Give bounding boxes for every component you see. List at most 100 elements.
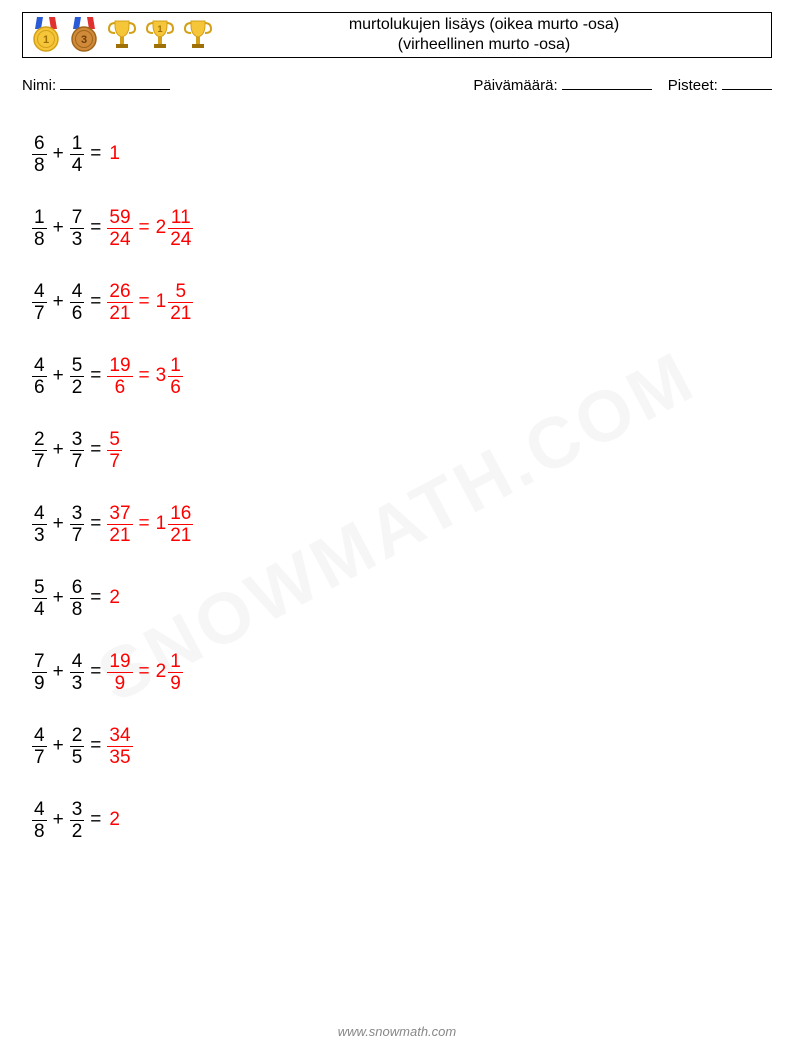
- medal-gold-icon: 1: [31, 17, 61, 53]
- fraction: 46: [70, 281, 85, 324]
- problem-row: 27+37=57: [32, 424, 772, 476]
- fraction: 54: [32, 577, 47, 620]
- info-row: Nimi: Päivämäärä: Pisteet:: [22, 74, 772, 94]
- operator: =: [84, 365, 107, 387]
- fraction: 199: [107, 651, 132, 694]
- score-field: Pisteet:: [668, 74, 772, 94]
- date-blank: [562, 74, 652, 90]
- operator: =: [133, 661, 156, 683]
- fraction: 47: [32, 281, 47, 324]
- header-icons: 1 3 1: [31, 17, 213, 53]
- name-field: Nimi:: [22, 74, 473, 94]
- fraction: 46: [32, 355, 47, 398]
- answer-int: 2: [107, 587, 122, 609]
- fraction: 16: [168, 355, 183, 398]
- operator: =: [84, 439, 107, 461]
- operator: =: [133, 291, 156, 313]
- operator: =: [133, 365, 156, 387]
- name-label: Nimi:: [22, 77, 56, 94]
- operator: =: [133, 217, 156, 239]
- fraction: 37: [70, 503, 85, 546]
- operator: =: [84, 661, 107, 683]
- fraction: 47: [32, 725, 47, 768]
- problem-row: 68+14=1: [32, 128, 772, 180]
- operator: +: [47, 809, 70, 831]
- fraction: 25: [70, 725, 85, 768]
- name-blank: [60, 74, 170, 90]
- operator: +: [47, 365, 70, 387]
- answer-mixed: 316: [156, 355, 183, 398]
- problem-row: 48+32=2: [32, 794, 772, 846]
- answer-int: 2: [107, 809, 122, 831]
- fraction: 1124: [168, 207, 193, 250]
- problem-row: 43+37=3721=11621: [32, 498, 772, 550]
- date-label: Päivämäärä:: [473, 77, 557, 94]
- fraction: 27: [32, 429, 47, 472]
- answer-mixed: 11621: [156, 503, 194, 546]
- score-blank: [722, 74, 772, 90]
- fraction: 1621: [168, 503, 193, 546]
- fraction: 14: [70, 133, 85, 176]
- operator: +: [47, 735, 70, 757]
- problem-row: 79+43=199=219: [32, 646, 772, 698]
- operator: =: [84, 735, 107, 757]
- problem-row: 47+46=2621=1521: [32, 276, 772, 328]
- problem-row: 47+25=3435: [32, 720, 772, 772]
- problem-row: 46+52=196=316: [32, 350, 772, 402]
- fraction: 19: [168, 651, 183, 694]
- problem-row: 54+68=2: [32, 572, 772, 624]
- operator: +: [47, 291, 70, 313]
- operator: =: [84, 513, 107, 535]
- operator: =: [133, 513, 156, 535]
- title-line-2: (virheellinen murto -osa): [398, 36, 571, 53]
- operator: =: [84, 587, 107, 609]
- answer-mixed: 1521: [156, 281, 194, 324]
- trophy-icon: [107, 17, 137, 53]
- score-label: Pisteet:: [668, 77, 718, 94]
- answer-int: 1: [107, 143, 122, 165]
- fraction: 43: [70, 651, 85, 694]
- problem-row: 18+73=5924=21124: [32, 202, 772, 254]
- fraction: 73: [70, 207, 85, 250]
- medal-bronze-icon: 3: [69, 17, 99, 53]
- worksheet-title: murtolukujen lisäys (oikea murto -osa) (…: [213, 15, 763, 55]
- fraction: 52: [70, 355, 85, 398]
- fraction: 48: [32, 799, 47, 842]
- fraction: 3721: [107, 503, 132, 546]
- operator: =: [84, 291, 107, 313]
- trophy-first-icon: 1: [145, 17, 175, 53]
- title-line-1: murtolukujen lisäys (oikea murto -osa): [349, 16, 619, 33]
- worksheet-page: SNOWMATH.COM 1 3: [0, 0, 794, 1053]
- fraction: 68: [70, 577, 85, 620]
- operator: +: [47, 587, 70, 609]
- answer-mixed: 21124: [156, 207, 194, 250]
- operator: +: [47, 513, 70, 535]
- fraction: 79: [32, 651, 47, 694]
- operator: =: [84, 809, 107, 831]
- problems-list: 68+14=118+73=5924=2112447+46=2621=152146…: [32, 128, 772, 846]
- header: 1 3 1: [22, 12, 772, 58]
- fraction: 196: [107, 355, 132, 398]
- fraction: 57: [107, 429, 122, 472]
- date-field: Päivämäärä:: [473, 74, 651, 94]
- fraction: 5924: [107, 207, 132, 250]
- operator: +: [47, 143, 70, 165]
- svg-text:1: 1: [43, 34, 49, 46]
- operator: =: [84, 143, 107, 165]
- operator: +: [47, 439, 70, 461]
- trophy-icon: [183, 17, 213, 53]
- fraction: 3435: [107, 725, 132, 768]
- operator: +: [47, 217, 70, 239]
- fraction: 68: [32, 133, 47, 176]
- svg-text:1: 1: [157, 24, 162, 34]
- fraction: 521: [168, 281, 193, 324]
- operator: +: [47, 661, 70, 683]
- operator: =: [84, 217, 107, 239]
- fraction: 37: [70, 429, 85, 472]
- answer-mixed: 219: [156, 651, 183, 694]
- fraction: 18: [32, 207, 47, 250]
- fraction: 32: [70, 799, 85, 842]
- fraction: 43: [32, 503, 47, 546]
- svg-text:3: 3: [81, 34, 87, 46]
- footer-url: www.snowmath.com: [0, 1024, 794, 1039]
